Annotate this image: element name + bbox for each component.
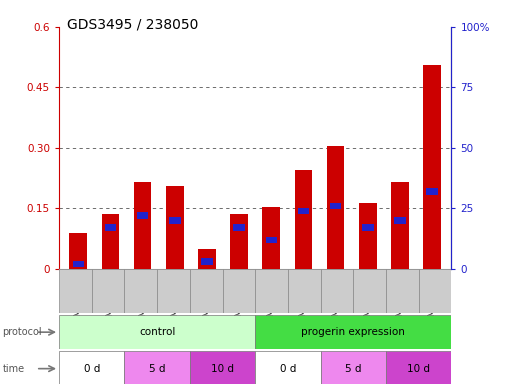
Bar xyxy=(394,217,406,223)
Bar xyxy=(72,261,84,267)
Bar xyxy=(330,203,341,209)
Bar xyxy=(321,269,353,313)
Bar xyxy=(223,269,255,313)
Bar xyxy=(190,351,255,384)
Bar xyxy=(169,217,181,223)
Text: protocol: protocol xyxy=(3,327,42,337)
Bar xyxy=(359,204,377,269)
Bar xyxy=(419,269,451,313)
Bar xyxy=(294,170,312,269)
Bar xyxy=(230,214,248,269)
Text: GDS3495 / 238050: GDS3495 / 238050 xyxy=(67,17,198,31)
Bar xyxy=(386,269,419,313)
Bar xyxy=(298,207,309,214)
Bar xyxy=(255,269,288,313)
Bar xyxy=(426,188,438,195)
Bar xyxy=(255,315,451,349)
Bar xyxy=(233,224,245,231)
Bar xyxy=(288,269,321,313)
Bar xyxy=(134,182,151,269)
Bar xyxy=(124,269,157,313)
Bar xyxy=(59,269,92,313)
Text: 0 d: 0 d xyxy=(280,364,296,374)
Bar xyxy=(157,269,190,313)
Bar xyxy=(263,207,280,269)
Bar xyxy=(102,214,120,269)
Bar xyxy=(255,351,321,384)
Text: 5 d: 5 d xyxy=(149,364,165,374)
Bar xyxy=(391,182,409,269)
Bar xyxy=(327,146,345,269)
Bar xyxy=(105,224,116,231)
Text: progerin expression: progerin expression xyxy=(302,327,405,337)
Text: 10 d: 10 d xyxy=(407,364,430,374)
Bar xyxy=(198,250,216,269)
Bar xyxy=(190,269,223,313)
Bar xyxy=(69,233,87,269)
Bar xyxy=(124,351,190,384)
Bar xyxy=(353,269,386,313)
Text: time: time xyxy=(3,364,25,374)
Bar xyxy=(266,237,277,243)
Bar xyxy=(59,315,255,349)
Text: 0 d: 0 d xyxy=(84,364,100,374)
Bar xyxy=(59,351,124,384)
Bar xyxy=(321,351,386,384)
Bar xyxy=(201,258,213,265)
Bar xyxy=(386,351,451,384)
Text: 10 d: 10 d xyxy=(211,364,234,374)
Bar xyxy=(423,65,441,269)
Bar xyxy=(362,224,373,231)
Bar xyxy=(92,269,124,313)
Bar xyxy=(166,186,184,269)
Text: control: control xyxy=(139,327,175,337)
Text: 5 d: 5 d xyxy=(345,364,362,374)
Bar xyxy=(137,212,148,219)
